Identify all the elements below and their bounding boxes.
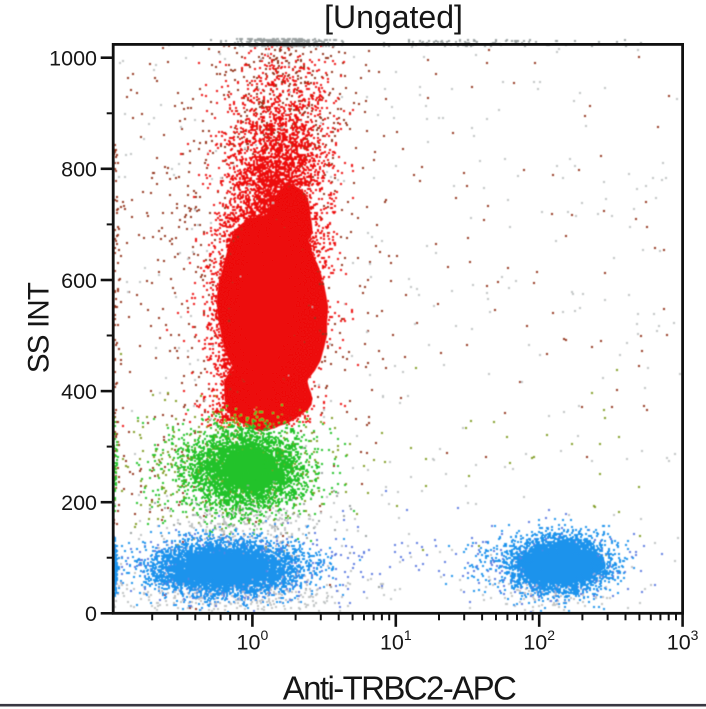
svg-text:Anti-TRBC2-APC: Anti-TRBC2-APC bbox=[283, 670, 516, 707]
svg-text:[Ungated]: [Ungated] bbox=[324, 0, 463, 35]
svg-text:0: 0 bbox=[85, 602, 97, 626]
svg-text:600: 600 bbox=[61, 269, 97, 293]
svg-text:400: 400 bbox=[61, 380, 97, 404]
svg-text:200: 200 bbox=[61, 491, 97, 515]
svg-text:SS INT: SS INT bbox=[23, 282, 56, 373]
svg-text:1000: 1000 bbox=[49, 47, 97, 71]
svg-text:800: 800 bbox=[61, 158, 97, 182]
